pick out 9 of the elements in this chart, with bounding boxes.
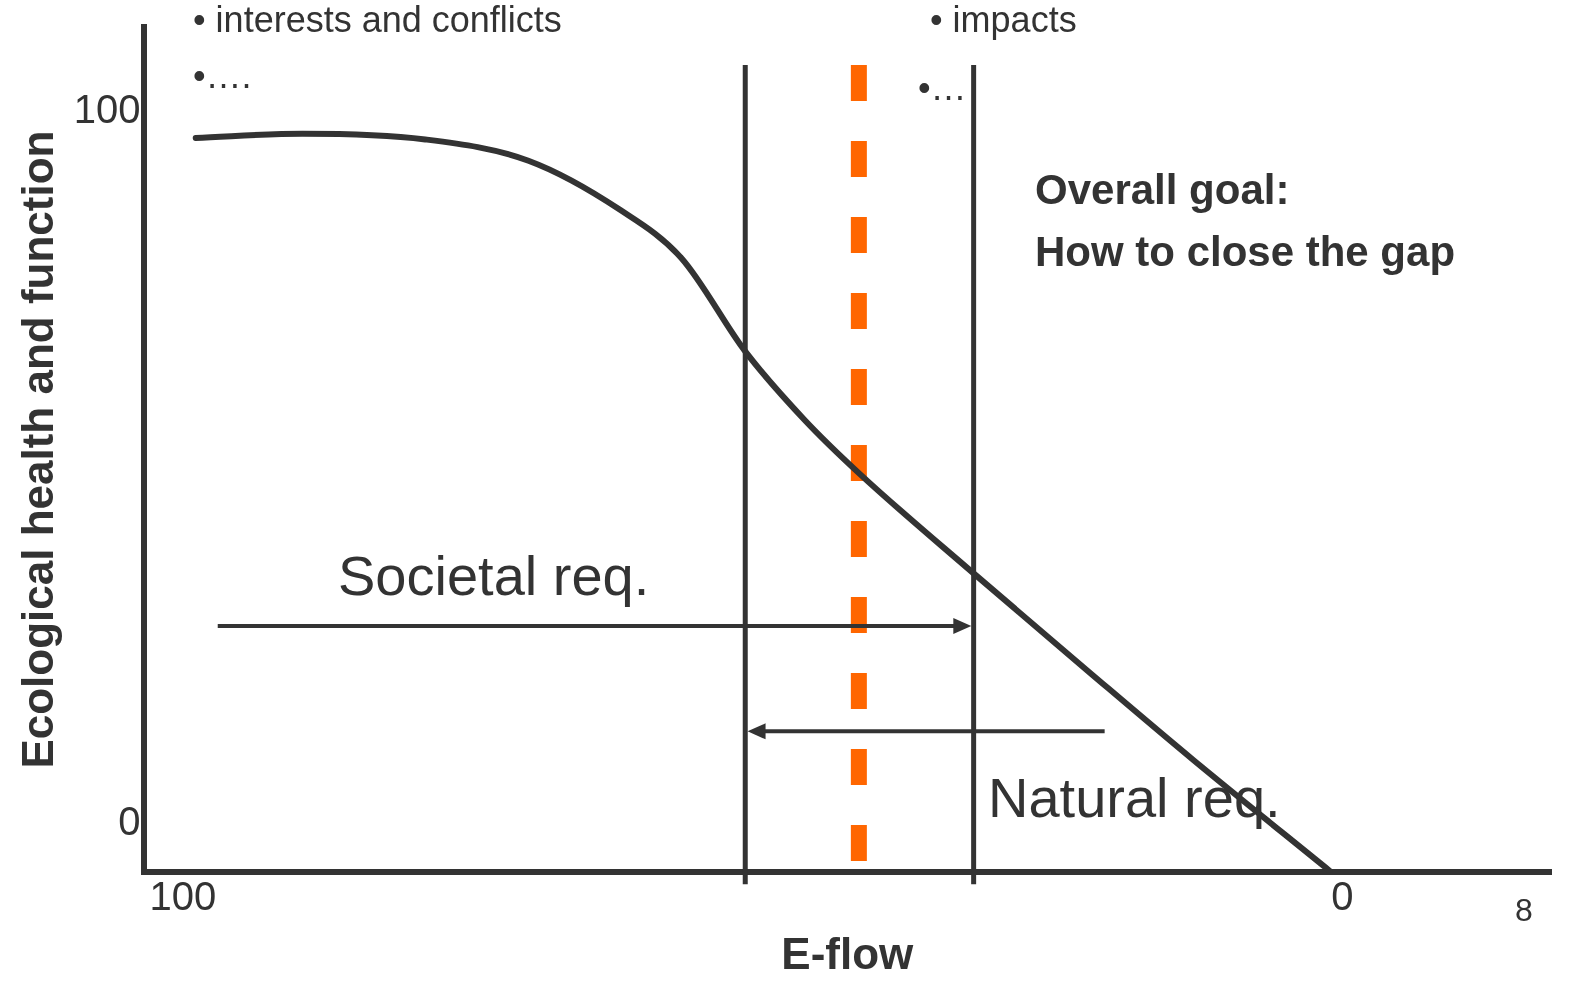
annotation: Societal req. xyxy=(338,544,650,608)
y-axis-title: Ecological health and function xyxy=(12,130,62,769)
x-axis-title: E-flow xyxy=(781,928,915,978)
annotation: • interests and conflicts xyxy=(193,0,562,40)
annotation: • impacts xyxy=(930,0,1077,40)
annotation: •…. xyxy=(193,54,252,96)
annotation: •… xyxy=(918,66,967,108)
text: 8 xyxy=(1515,891,1533,928)
annotation: Overall goal: How to close the gap xyxy=(1035,165,1456,275)
